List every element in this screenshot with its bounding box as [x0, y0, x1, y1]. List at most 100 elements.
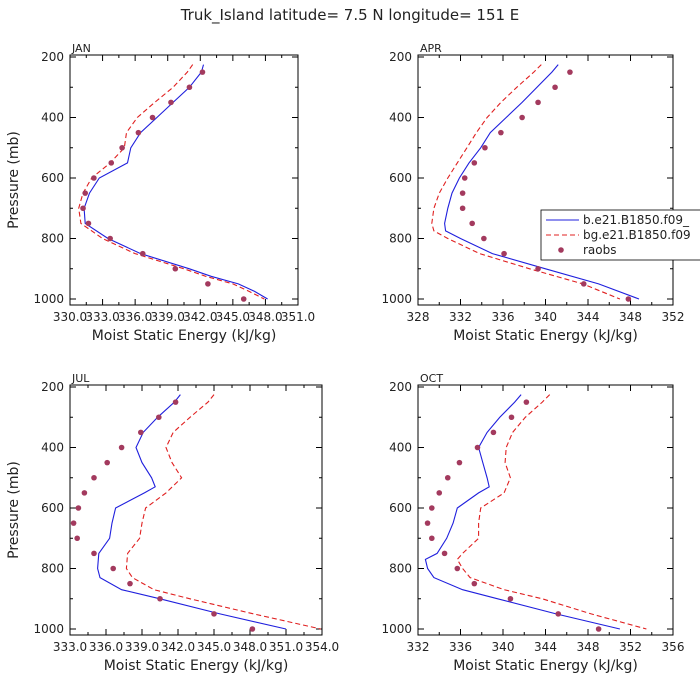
y-tick-label: 800	[41, 232, 64, 246]
y-axis-title: Pressure (mb)	[6, 131, 22, 229]
y-tick-label: 1000	[381, 622, 412, 636]
x-tick-label: 348	[619, 310, 642, 324]
figure-title: Truk_Island latitude= 7.5 N longitude= 1…	[180, 6, 520, 25]
y-tick-label: 600	[389, 501, 412, 515]
raobs-point	[138, 429, 144, 436]
y-tick-label: 400	[41, 111, 64, 125]
raobs-point	[172, 399, 179, 405]
x-axis-title: Moist Static Energy (kJ/kg)	[92, 328, 277, 344]
raobs-point	[85, 220, 92, 227]
raobs-point	[424, 520, 431, 526]
panel-title: JAN	[71, 42, 91, 55]
series-line-b-e21-b1850-f09	[444, 64, 640, 300]
raobs-point	[523, 399, 530, 405]
legend-marker	[558, 247, 564, 253]
raobs-point	[156, 414, 162, 421]
x-tick-label: 354.0	[305, 640, 339, 654]
raobs-point	[490, 429, 497, 436]
raobs-point	[580, 281, 587, 287]
x-tick-label: 336	[492, 310, 515, 324]
y-tick-label: 400	[389, 111, 412, 125]
y-tick-label: 200	[389, 380, 412, 394]
x-tick-label: 332	[449, 310, 472, 324]
raobs-point	[149, 114, 156, 121]
y-tick-label: 800	[389, 562, 412, 576]
y-tick-label: 600	[41, 171, 64, 185]
raobs-point	[81, 490, 88, 496]
legend-label: b.e21.B1850.f09_	[583, 213, 690, 227]
plot-frame	[417, 54, 674, 306]
x-axis-title: Moist Static Energy (kJ/kg)	[104, 658, 289, 674]
raobs-point	[535, 265, 541, 272]
panel-title: OCT	[420, 372, 443, 385]
legend-item: bg.e21.B1850.f09	[546, 228, 691, 242]
x-tick-label: 345.0	[197, 640, 231, 654]
raobs-point	[82, 190, 88, 196]
x-tick-label: 330.0	[53, 310, 87, 324]
raobs-point	[625, 296, 632, 302]
raobs-point	[535, 99, 541, 106]
x-tick-label: 344	[577, 310, 600, 324]
series-line-b-e21-b1850-f09	[424, 394, 621, 630]
raobs-point	[459, 205, 466, 212]
raobs-point	[74, 535, 80, 542]
raobs-point	[240, 296, 247, 302]
raobs-point	[168, 99, 174, 106]
y-tick-label: 1000	[33, 292, 64, 306]
legend-item: b.e21.B1850.f09_	[546, 213, 690, 227]
raobs-point	[249, 626, 256, 632]
panel-oct: OCT 200 400 600 800 1000 332 336 340 344 348 352 356…	[381, 372, 684, 674]
x-tick-label: 333.0	[85, 310, 119, 324]
raobs-point	[555, 611, 562, 617]
panels: JAN2004006008001000330.0333.0336.0339.03…	[6, 42, 684, 674]
panel-apr: APR 200 400 600 800 1000 328 332 336 340 344 348 352…	[381, 42, 684, 344]
y-tick-label: 200	[389, 50, 412, 64]
x-tick-label: 340	[534, 310, 557, 324]
raobs-point	[75, 505, 82, 511]
y-tick-label: 800	[41, 562, 64, 576]
raobs-point	[186, 84, 193, 91]
raobs-point	[474, 444, 481, 451]
raobs-point	[91, 550, 97, 557]
raobs-point	[199, 69, 206, 75]
x-tick-label: 339.0	[125, 640, 159, 654]
raobs-point	[127, 580, 133, 587]
raobs-point	[118, 444, 125, 451]
series-line-b-e21-b1850-f09	[83, 64, 268, 300]
x-tick-label: 340	[492, 640, 515, 654]
panel-title: APR	[420, 42, 442, 55]
x-tick-label: 356	[662, 640, 685, 654]
x-tick-label: 351.0	[269, 640, 303, 654]
raobs-point	[552, 84, 558, 91]
y-tick-label: 600	[389, 171, 412, 185]
x-tick-label: 339.0	[151, 310, 185, 324]
raobs-point	[471, 160, 478, 166]
x-axis-title: Moist Static Energy (kJ/kg)	[453, 328, 638, 344]
x-tick-label: 345.0	[216, 310, 250, 324]
y-tick-label: 400	[389, 441, 412, 455]
x-tick-label: 348	[577, 640, 600, 654]
x-tick-label: 344	[534, 640, 557, 654]
legend-label: bg.e21.B1850.f09	[583, 228, 691, 242]
raobs-point	[429, 505, 435, 511]
x-tick-label: 333.0	[53, 640, 87, 654]
panel-title: JUL	[71, 372, 90, 385]
raobs-point	[211, 611, 217, 617]
x-tick-label: 352	[662, 310, 685, 324]
raobs-point	[429, 535, 435, 542]
raobs-point	[456, 459, 463, 466]
x-tick-label: 342.0	[161, 640, 195, 654]
raobs-point	[454, 565, 461, 572]
raobs-point	[508, 414, 515, 421]
y-tick-label: 800	[389, 232, 412, 246]
raobs-point	[80, 205, 86, 212]
raobs-point	[441, 550, 448, 557]
x-tick-label: 348.0	[233, 640, 267, 654]
raobs-point	[501, 250, 507, 257]
raobs-point	[482, 144, 488, 151]
raobs-point	[107, 235, 113, 242]
series-line-bg-e21-b1850-f09	[456, 394, 647, 630]
y-tick-label: 200	[41, 380, 64, 394]
